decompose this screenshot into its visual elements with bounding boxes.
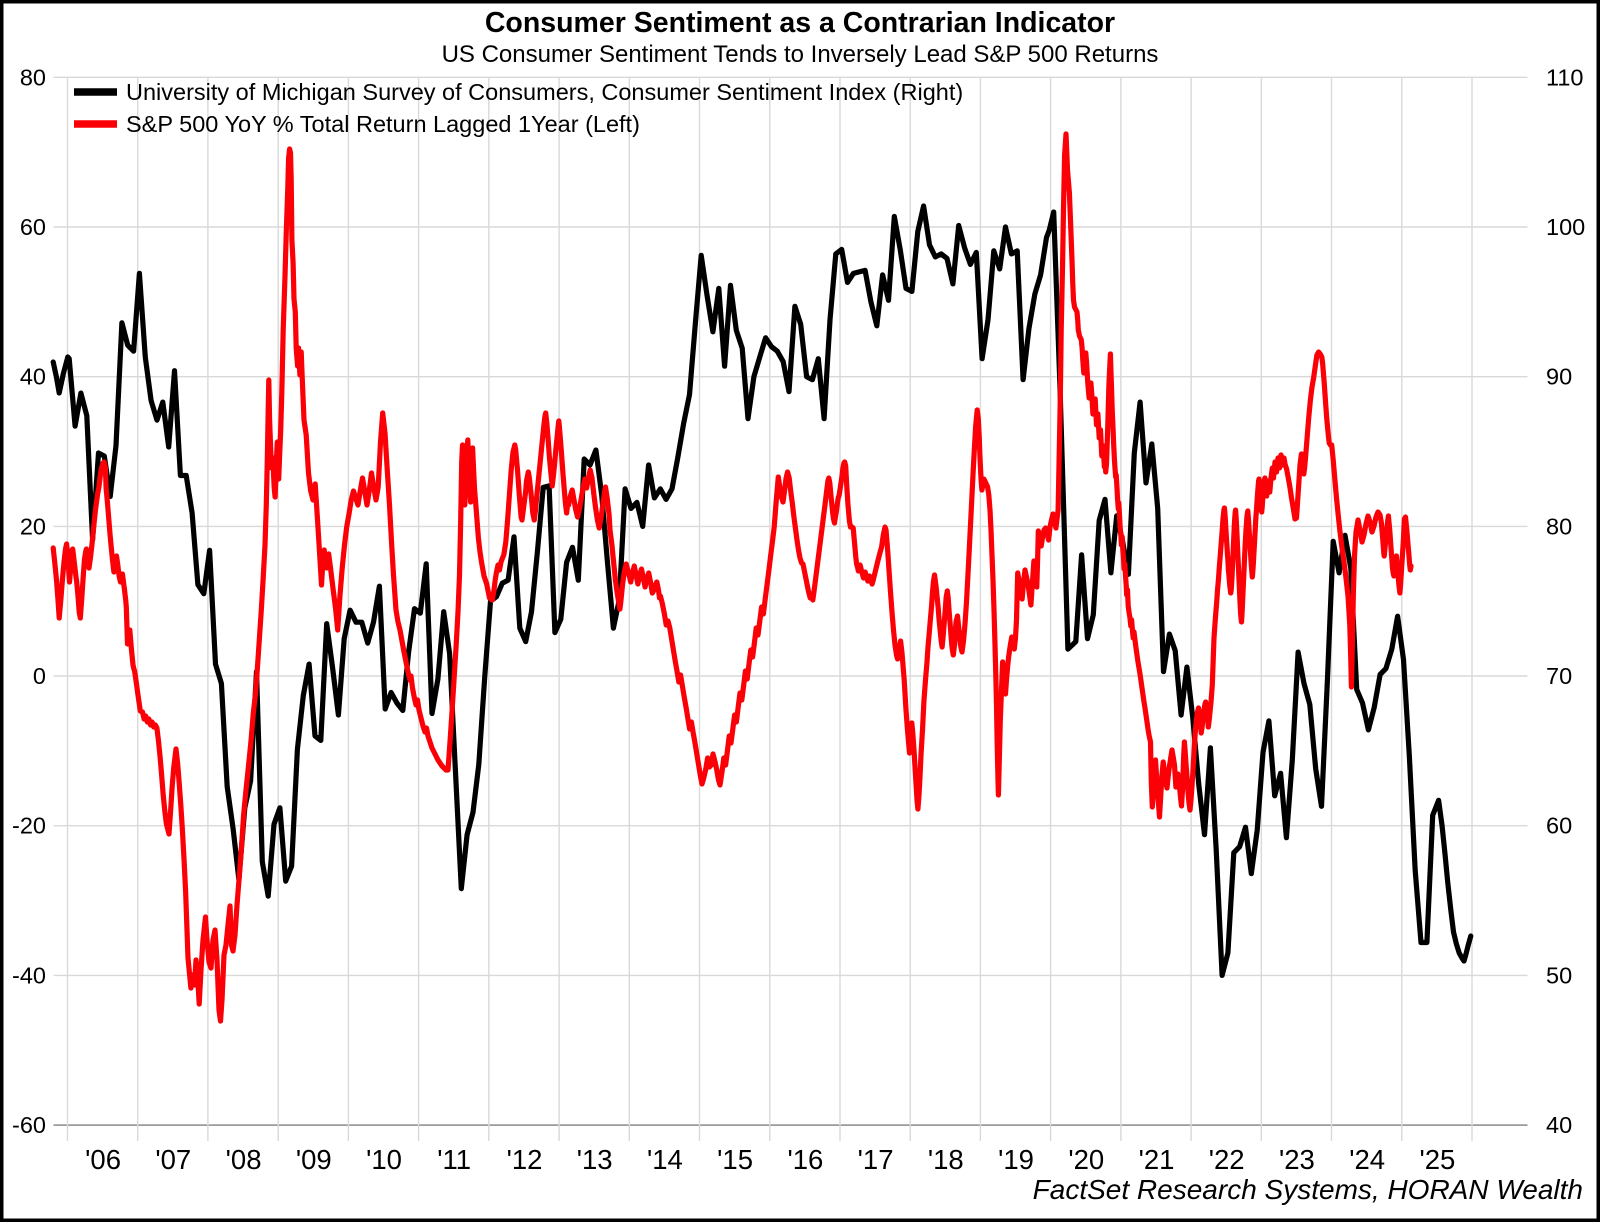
svg-text:Consumer Sentiment as a Contra: Consumer Sentiment as a Contrarian Indic… [485, 7, 1115, 39]
svg-text:'23: '23 [1279, 1144, 1315, 1175]
svg-text:100: 100 [1546, 214, 1585, 240]
svg-text:70: 70 [1546, 663, 1572, 689]
svg-text:'09: '09 [296, 1144, 332, 1175]
svg-text:20: 20 [20, 513, 46, 539]
svg-text:'22: '22 [1209, 1144, 1245, 1175]
svg-text:'11: '11 [437, 1144, 471, 1175]
svg-text:'15: '15 [717, 1144, 753, 1175]
svg-text:University of Michigan Survey: University of Michigan Survey of Consume… [126, 79, 963, 105]
svg-text:'21: '21 [1139, 1144, 1175, 1175]
svg-text:'12: '12 [507, 1144, 543, 1175]
svg-text:'16: '16 [787, 1144, 823, 1175]
svg-text:60: 60 [20, 214, 46, 240]
svg-text:'20: '20 [1068, 1144, 1104, 1175]
svg-text:'10: '10 [366, 1144, 402, 1175]
svg-text:'24: '24 [1349, 1144, 1385, 1175]
svg-text:50: 50 [1546, 962, 1572, 988]
svg-text:'06: '06 [85, 1144, 121, 1175]
svg-text:0: 0 [33, 663, 46, 689]
svg-text:FactSet Research Systems, HORA: FactSet Research Systems, HORAN Wealth [1033, 1174, 1583, 1205]
svg-text:US Consumer Sentiment Tends to: US Consumer Sentiment Tends to Inversely… [442, 41, 1159, 68]
svg-text:'08: '08 [226, 1144, 262, 1175]
svg-text:80: 80 [1546, 513, 1572, 539]
svg-text:'19: '19 [998, 1144, 1034, 1175]
svg-text:'17: '17 [858, 1144, 894, 1175]
svg-text:'14: '14 [647, 1144, 683, 1175]
svg-text:-60: -60 [12, 1112, 46, 1138]
svg-text:90: 90 [1546, 364, 1572, 390]
svg-text:40: 40 [1546, 1112, 1572, 1138]
svg-text:-20: -20 [12, 813, 46, 839]
svg-text:'25: '25 [1419, 1144, 1455, 1175]
svg-text:60: 60 [1546, 813, 1572, 839]
svg-text:'13: '13 [577, 1144, 613, 1175]
svg-text:40: 40 [20, 364, 46, 390]
svg-text:'18: '18 [928, 1144, 964, 1175]
svg-text:'07: '07 [155, 1144, 191, 1175]
svg-text:S&P 500 YoY % Total Return Lag: S&P 500 YoY % Total Return Lagged 1Year … [126, 111, 640, 137]
svg-text:110: 110 [1546, 64, 1583, 90]
svg-text:-40: -40 [12, 962, 46, 988]
svg-text:80: 80 [20, 64, 46, 90]
